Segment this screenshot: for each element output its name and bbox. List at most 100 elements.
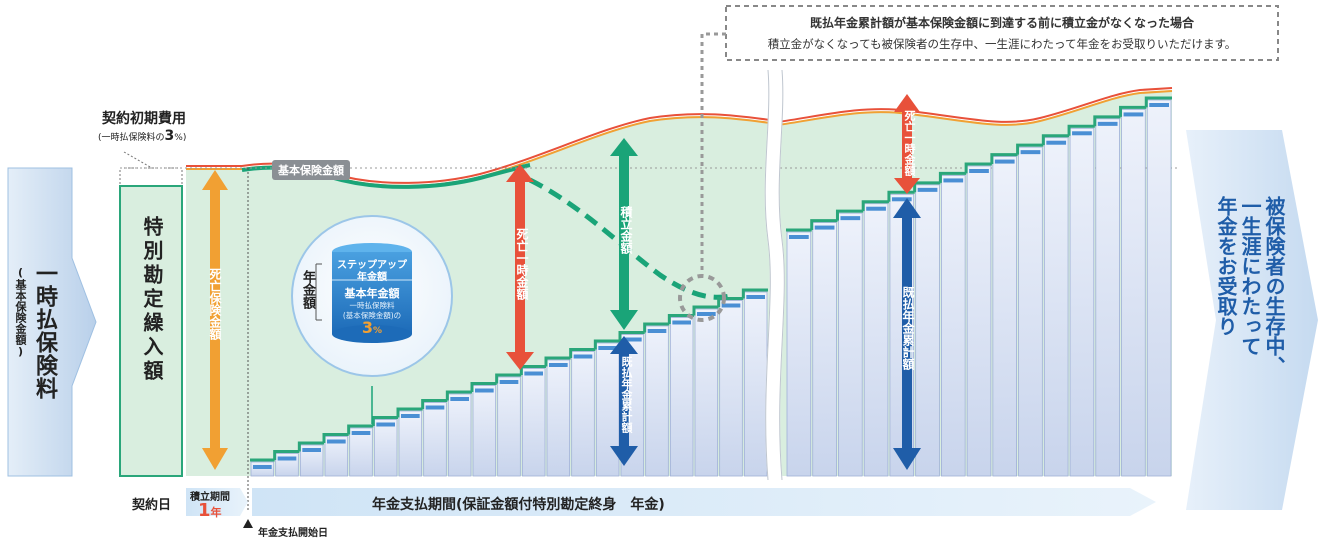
late-annuity-bar-cap: [994, 159, 1015, 164]
early-annuity-bar: [571, 351, 595, 477]
early-annuity-bar: [349, 427, 373, 477]
callout-box: [725, 5, 1279, 61]
early-step-line: [445, 390, 472, 401]
paid-cumulative-arrow-after: [893, 198, 921, 470]
early-step-line: [667, 314, 694, 324]
initial-cost-sub: (一時払保険料の3%): [98, 128, 187, 144]
early-annuity-bar-cap: [376, 422, 395, 427]
base-insured-tag: 基本保険金額: [272, 160, 350, 180]
stepup-line1: ステップアップ: [337, 260, 407, 271]
late-annuity-bar: [1043, 137, 1069, 477]
death-benefit-curve-after: [777, 87, 1173, 123]
early-annuity-bar-cap: [697, 312, 716, 316]
early-step-line: [593, 339, 620, 350]
late-step-line: [964, 162, 992, 174]
early-step-line: [544, 356, 571, 367]
death-lump-sum-label-after: 死亡一時金額: [903, 110, 916, 176]
late-annuity-bar: [992, 156, 1017, 477]
early-annuity-bar-cap: [672, 320, 691, 325]
early-annuity-bar: [595, 342, 620, 477]
payment-period-label: 年金支払期間(保証金額付特別勘定終身 年金): [372, 497, 665, 513]
early-annuity-bar: [324, 436, 349, 477]
special-account-box: [119, 185, 183, 477]
early-step-line: [569, 348, 596, 358]
death-benefit-orange-label: 死亡保険金額: [208, 268, 222, 340]
early-annuity-bar: [743, 291, 768, 477]
paid-cumulative-label-after: 既払年金累計額: [901, 286, 915, 370]
early-step-line: [741, 288, 768, 299]
late-step-line: [938, 171, 967, 183]
late-annuity-bar: [1146, 99, 1172, 477]
late-annuity-bar-cap: [969, 169, 989, 173]
paid-cumulative-arrow: [610, 336, 638, 466]
early-annuity-bar-cap: [450, 397, 469, 401]
early-annuity-bar-cap: [253, 465, 272, 469]
paid-cumulative-label: 既払年金累計額: [620, 356, 633, 433]
late-annuity-bar-cap: [1097, 121, 1118, 126]
early-step-line: [297, 441, 324, 452]
late-annuity-bar: [863, 203, 889, 477]
late-annuity-bar-cap: [943, 178, 964, 183]
accumulation-period-arrow: [186, 488, 248, 516]
reserve-label: 積立金額: [619, 206, 633, 254]
late-annuity-bar: [786, 231, 812, 477]
late-step-line: [1119, 105, 1147, 117]
late-step-line: [810, 219, 838, 230]
payment-start-label: 年金支払開始日: [258, 528, 328, 539]
death-lump-sum-arrow: [506, 164, 534, 370]
early-annuity-bar: [669, 317, 694, 477]
lump-sum-arrow: [7, 167, 97, 477]
base-annuity-sub2: (基本保険金額)の: [342, 311, 402, 320]
early-step-line: [273, 450, 300, 460]
accumulation-value: 1年: [198, 500, 222, 521]
early-annuity-bar-cap: [277, 456, 297, 461]
early-annuity-bar: [497, 376, 521, 477]
late-step-line: [1016, 143, 1044, 155]
late-annuity-bar-cap: [814, 225, 835, 230]
early-annuity-bar-cap: [302, 448, 321, 452]
early-annuity-bar-cap: [425, 405, 445, 410]
early-step-line: [692, 305, 719, 316]
lifetime-arrow: [1186, 130, 1318, 510]
early-annuity-bar-cap: [721, 303, 741, 308]
early-annuity-bar-cap: [647, 329, 667, 333]
early-step-line: [495, 373, 522, 384]
death-benefit-arrow: [202, 170, 228, 470]
early-annuity-bar: [447, 393, 472, 477]
early-annuity-bar: [546, 359, 571, 477]
late-step-line: [1041, 134, 1070, 146]
early-annuity-bar: [373, 419, 398, 477]
early-annuity-bar-cap: [351, 431, 371, 435]
late-annuity-bar: [1121, 109, 1146, 477]
late-annuity-bar-cap: [1020, 150, 1041, 155]
early-annuity-bar-cap: [598, 346, 617, 350]
initial-cost-label: 契約初期費用: [102, 111, 186, 127]
lump-sum-sub: (基本保険金額): [14, 266, 27, 358]
early-annuity-bar: [423, 402, 447, 477]
late-annuity-bar-cap: [840, 216, 861, 221]
base-annuity-pct: 3%: [361, 318, 383, 337]
early-annuity-bar: [299, 444, 324, 477]
late-annuity-bar-cap: [891, 197, 912, 202]
late-step-line: [1067, 124, 1095, 136]
early-step-line: [470, 382, 497, 392]
lump-sum-label: 一時払保険料: [32, 262, 57, 400]
early-annuity-bar-cap: [623, 337, 642, 342]
late-step-line: [835, 209, 864, 221]
late-annuity-bar-cap: [789, 235, 809, 239]
early-annuity-bar: [398, 410, 423, 477]
payment-period-arrow: [252, 488, 1156, 516]
late-annuity-bar-cap: [1123, 112, 1144, 117]
late-annuity-bar: [941, 175, 966, 477]
early-annuity-bar: [521, 368, 546, 477]
death-lump-sum-label: 死亡一時金額: [515, 228, 529, 300]
early-annuity-bar: [645, 325, 669, 477]
late-annuity-bar-cap: [1046, 140, 1067, 145]
late-step-line: [990, 153, 1018, 164]
late-step-line: [1144, 96, 1172, 108]
late-annuity-bar: [966, 165, 992, 477]
late-step-line: [1093, 115, 1121, 127]
early-step-line: [322, 433, 349, 443]
lifetime-line-3: 年金をお受取り: [1214, 196, 1238, 336]
